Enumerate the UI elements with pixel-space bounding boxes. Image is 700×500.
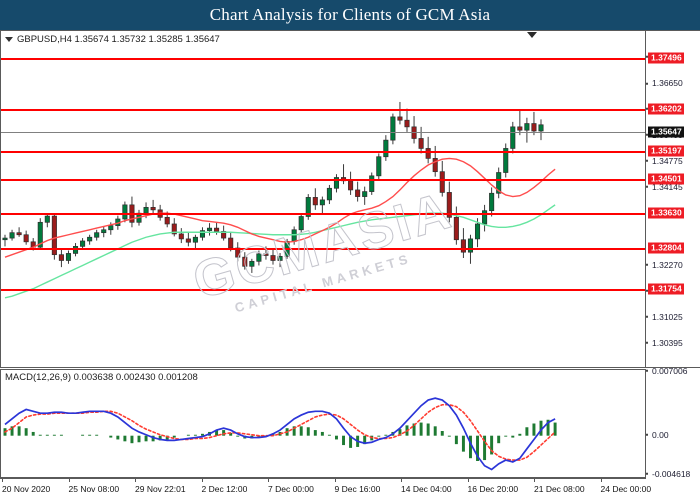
time-axis-label: 21 Dec 08:00 — [534, 484, 585, 494]
price-level-line — [1, 151, 645, 153]
page-title: Chart Analysis for Clients of GCM Asia — [209, 5, 491, 24]
tick-mark-icon — [646, 370, 648, 372]
price-candles-svg — [2, 101, 556, 299]
price-level-tag[interactable]: 1.36202 — [648, 103, 684, 115]
price-plot: GCMASIA CAPITAL MARKETS — [1, 31, 645, 367]
price-axis[interactable]: 1.372801.366501.360351.354051.347751.341… — [646, 30, 700, 368]
price-level-tag[interactable]: 1.34501 — [648, 173, 684, 185]
symbol-label-text: GBPUSD,H4 1.35674 1.35732 1.35285 1.3564… — [17, 34, 220, 45]
tick-mark-icon — [646, 82, 648, 85]
time-axis-label: 25 Nov 08:00 — [68, 484, 120, 494]
price-axis-tick: 1.32270 — [646, 261, 683, 270]
tick-mark-icon — [646, 264, 648, 267]
tick-mark-icon — [646, 433, 648, 436]
time-axis-label: 16 Dec 20:00 — [467, 484, 519, 494]
time-axis-label: 20 Nov 2020 — [2, 484, 51, 494]
time-axis-label: 2 Dec 12:00 — [201, 484, 248, 494]
tick-mark-icon — [646, 290, 648, 293]
price-level-line — [1, 132, 645, 133]
macd-axis[interactable]: 0.007006 0.00 -0.004618 — [646, 367, 700, 479]
price-level-tag[interactable]: 1.37496 — [648, 52, 684, 64]
macd-axis-tick: -0.004618 — [646, 470, 690, 479]
tick-mark-icon — [646, 56, 648, 59]
price-axis-tick: 1.31025 — [646, 312, 683, 321]
current-price-tag[interactable]: 1.35647 — [648, 126, 684, 138]
macd-axis-tick: 0.00 — [646, 430, 669, 439]
time-axis-label: 24 Dec 00:00 — [600, 484, 652, 494]
symbol-label[interactable]: GBPUSD,H4 1.35674 1.35732 1.35285 1.3564… — [5, 34, 220, 45]
time-tick-mark — [334, 479, 336, 482]
tick-mark-icon — [646, 341, 648, 344]
price-axis-tick: 1.34775 — [646, 157, 683, 166]
tick-mark-icon — [646, 133, 648, 136]
time-tick-mark — [135, 479, 136, 482]
price-axis-tick: 1.36650 — [646, 79, 683, 88]
price-level-line — [1, 109, 645, 111]
price-level-line — [1, 213, 645, 215]
time-tick-mark — [534, 479, 535, 482]
time-axis-label: 7 Dec 00:00 — [268, 484, 314, 494]
price-level-line — [1, 58, 645, 60]
chart-frame: GCMASIA CAPITAL MARKETS GBPUSD,H4 1.3567… — [0, 30, 700, 500]
price-level-tag[interactable]: 1.33630 — [648, 207, 684, 219]
tick-mark-icon — [646, 315, 648, 318]
time-axis-label: 29 Nov 22:01 — [135, 484, 186, 494]
time-tick-mark — [201, 479, 203, 482]
macd-axis-tick: 0.007006 — [646, 367, 687, 376]
chevron-down-icon[interactable] — [527, 32, 537, 38]
macd-svg — [3, 397, 557, 471]
price-level-line — [1, 248, 645, 250]
price-axis-tick: 1.30395 — [646, 339, 683, 348]
time-tick-mark — [2, 479, 3, 482]
time-tick-mark — [268, 479, 269, 482]
price-level-line — [1, 179, 645, 181]
price-level-line — [1, 289, 645, 291]
price-level-tag[interactable]: 1.31754 — [648, 283, 684, 295]
tick-mark-icon — [646, 186, 648, 189]
time-axis[interactable]: 20 Nov 2020 25 Nov 08:00 29 Nov 22:01 2 Dec… — [0, 478, 651, 500]
macd-plot — [1, 370, 645, 477]
price-pane[interactable]: GCMASIA CAPITAL MARKETS GBPUSD,H4 1.3567… — [0, 30, 646, 368]
price-level-tag[interactable]: 1.35197 — [648, 145, 684, 157]
time-tick-mark — [68, 479, 70, 482]
time-tick-mark — [401, 479, 402, 482]
macd-pane[interactable]: MACD(12,26,9) 0.003638 0.002430 0.001208 — [0, 369, 646, 478]
title-bar: Chart Analysis for Clients of GCM Asia — [0, 0, 700, 30]
chevron-down-icon[interactable] — [5, 37, 13, 42]
time-axis-label: 14 Dec 04:00 — [401, 484, 452, 494]
tick-mark-icon — [646, 473, 648, 475]
time-tick-mark — [467, 479, 469, 482]
macd-label: MACD(12,26,9) 0.003638 0.002430 0.001208 — [5, 372, 198, 383]
tick-mark-icon — [646, 160, 648, 163]
time-axis-label: 9 Dec 16:00 — [334, 484, 381, 494]
tick-mark-icon — [646, 107, 648, 110]
time-tick-mark — [600, 479, 602, 482]
price-level-tag[interactable]: 1.32804 — [648, 242, 684, 254]
price-axis-tick: 1.34145 — [646, 183, 683, 192]
